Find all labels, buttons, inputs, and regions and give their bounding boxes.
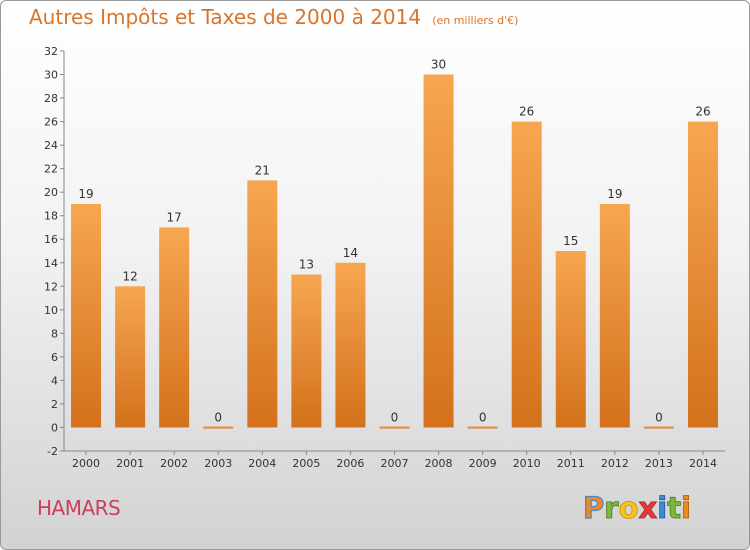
x-tick-label: 2008 <box>425 457 453 470</box>
data-label-2011: 15 <box>563 234 578 248</box>
y-tick-label: 26 <box>44 116 58 129</box>
data-label-2003: 0 <box>214 410 222 424</box>
y-tick-label: 30 <box>44 69 58 82</box>
data-label-2007: 0 <box>391 410 399 424</box>
x-tick-label: 2005 <box>292 457 320 470</box>
data-label-2010: 26 <box>519 105 534 119</box>
data-label-2012: 19 <box>607 187 622 201</box>
bar-2005 <box>291 274 322 428</box>
bar-2007 <box>379 426 410 429</box>
chart-unit: (en milliers d'€) <box>432 14 519 27</box>
y-tick-label: 18 <box>44 210 58 223</box>
bar-2001 <box>115 286 146 428</box>
bar-2008 <box>423 74 454 428</box>
data-label-2008: 30 <box>431 58 446 72</box>
chart-title: Autres Impôts et Taxes de 2000 à 2014 <box>29 5 422 29</box>
x-tick-label: 2004 <box>248 457 276 470</box>
proxiti-logo: Proxiti <box>583 490 689 525</box>
bar-2010 <box>511 121 542 428</box>
bar-2003 <box>203 426 234 429</box>
y-tick-label: 2 <box>51 398 58 411</box>
chart-bars <box>71 74 718 429</box>
data-label-2002: 17 <box>167 210 182 224</box>
y-tick-label: 6 <box>51 351 58 364</box>
x-tick-label: 2010 <box>513 457 541 470</box>
y-tick-label: 22 <box>44 163 58 176</box>
x-tick-label: 2009 <box>469 457 497 470</box>
data-label-2004: 21 <box>255 163 270 177</box>
chart-data-labels: 19 12 17 0 21 13 14 0 30 0 26 15 19 0 26 <box>78 58 710 425</box>
data-label-2000: 19 <box>78 187 93 201</box>
x-tick-label: 2001 <box>116 457 144 470</box>
y-tick-label: 0 <box>51 421 58 434</box>
bar-2000 <box>71 203 102 428</box>
y-tick-label: 32 <box>44 45 58 58</box>
x-tick-label: 2013 <box>645 457 673 470</box>
bar-2009 <box>467 426 498 429</box>
y-tick-label: 10 <box>44 304 58 317</box>
chart-title-group: Autres Impôts et Taxes de 2000 à 2014 (e… <box>29 5 518 29</box>
data-label-2005: 13 <box>299 258 314 272</box>
x-tick-label: 2000 <box>72 457 100 470</box>
svg-text:Proxiti: Proxiti <box>583 491 689 525</box>
y-tick-label: 24 <box>44 139 58 152</box>
data-label-2006: 14 <box>343 246 358 260</box>
x-tick-label: 2014 <box>689 457 717 470</box>
bar-2011 <box>555 251 586 428</box>
y-tick-label: 16 <box>44 233 58 246</box>
bar-2013 <box>643 426 674 429</box>
y-tick-label: 20 <box>44 186 58 199</box>
bar-2002 <box>159 227 190 428</box>
y-tick-label: 14 <box>44 257 58 270</box>
data-label-2014: 26 <box>695 105 710 119</box>
x-tick-label: 2003 <box>204 457 232 470</box>
y-tick-label: 8 <box>51 327 58 340</box>
y-tick-label: 4 <box>51 374 58 387</box>
y-tick-label: -2 <box>47 445 58 458</box>
data-label-2001: 12 <box>122 269 137 283</box>
data-label-2009: 0 <box>479 410 487 424</box>
x-tick-label: 2007 <box>381 457 409 470</box>
x-tick-label: 2006 <box>336 457 364 470</box>
bar-2014 <box>687 121 718 428</box>
data-label-2013: 0 <box>655 410 663 424</box>
y-tick-label: 12 <box>44 280 58 293</box>
x-tick-label: 2011 <box>557 457 585 470</box>
bar-2004 <box>247 180 278 428</box>
y-tick-label: 28 <box>44 92 58 105</box>
bar-2012 <box>599 203 630 428</box>
commune-name: HAMARS <box>37 496 121 520</box>
x-tick-label: 2012 <box>601 457 629 470</box>
bar-2006 <box>335 262 366 428</box>
x-tick-label: 2002 <box>160 457 188 470</box>
